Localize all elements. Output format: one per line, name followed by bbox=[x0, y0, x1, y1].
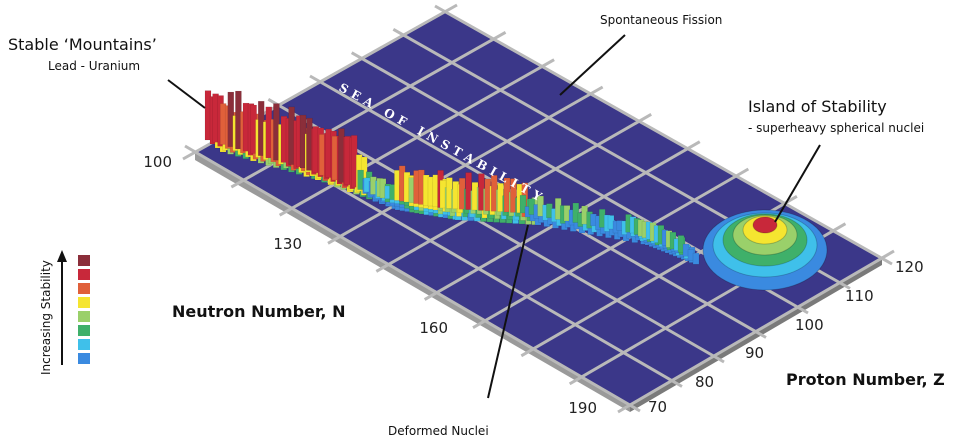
legend-swatch bbox=[78, 325, 90, 336]
block bbox=[692, 252, 700, 265]
n-tick-label: 160 bbox=[419, 319, 448, 337]
grid-line bbox=[434, 4, 893, 266]
axis-label: Proton Number, Z bbox=[786, 370, 945, 389]
plane-side-right bbox=[630, 258, 882, 412]
legend-swatch bbox=[78, 269, 90, 280]
ticks: 100 130 160 190 70 80 90 100 110 120 bbox=[143, 153, 923, 417]
legend-swatch bbox=[78, 311, 90, 322]
n-tick-label: 130 bbox=[273, 235, 302, 253]
legend-label: Increasing Stability bbox=[39, 260, 53, 375]
z-tick-label: 80 bbox=[695, 373, 714, 391]
legend-arrowhead bbox=[57, 250, 67, 262]
legend-swatch bbox=[78, 353, 90, 364]
annotation: Lead - Uranium bbox=[48, 59, 140, 73]
annotation: Stable ‘Mountains’ bbox=[8, 35, 157, 54]
axis-label: Neutron Number, N bbox=[172, 302, 345, 321]
legend bbox=[78, 255, 90, 364]
nuclei-blocks bbox=[204, 90, 828, 291]
annotation: Island of Stability bbox=[748, 97, 887, 116]
z-tick-label: 100 bbox=[795, 316, 824, 334]
block bbox=[572, 202, 580, 223]
annotation: Deformed Nuclei bbox=[388, 424, 489, 438]
pointer bbox=[774, 144, 821, 223]
legend-swatch bbox=[78, 339, 90, 350]
grid-line bbox=[184, 144, 641, 413]
n-tick-label: 190 bbox=[568, 399, 597, 417]
annotation: Spontaneous Fission bbox=[600, 13, 722, 27]
block bbox=[677, 235, 685, 253]
island-layer bbox=[752, 216, 778, 234]
legend-swatch bbox=[78, 255, 90, 266]
n-tick-label: 100 bbox=[143, 153, 172, 171]
pointer bbox=[167, 79, 206, 109]
legend-swatch bbox=[78, 283, 90, 294]
legend-swatch bbox=[78, 297, 90, 308]
z-tick-label: 70 bbox=[648, 398, 667, 416]
z-tick-label: 110 bbox=[845, 287, 874, 305]
annotation: - superheavy spherical nuclei bbox=[748, 121, 924, 135]
plane-side bbox=[195, 152, 630, 412]
z-tick-label: 120 bbox=[895, 258, 924, 276]
block bbox=[519, 194, 527, 214]
pointer bbox=[487, 224, 529, 399]
block bbox=[510, 178, 517, 213]
pointer bbox=[559, 34, 626, 96]
z-tick-label: 90 bbox=[745, 344, 764, 362]
